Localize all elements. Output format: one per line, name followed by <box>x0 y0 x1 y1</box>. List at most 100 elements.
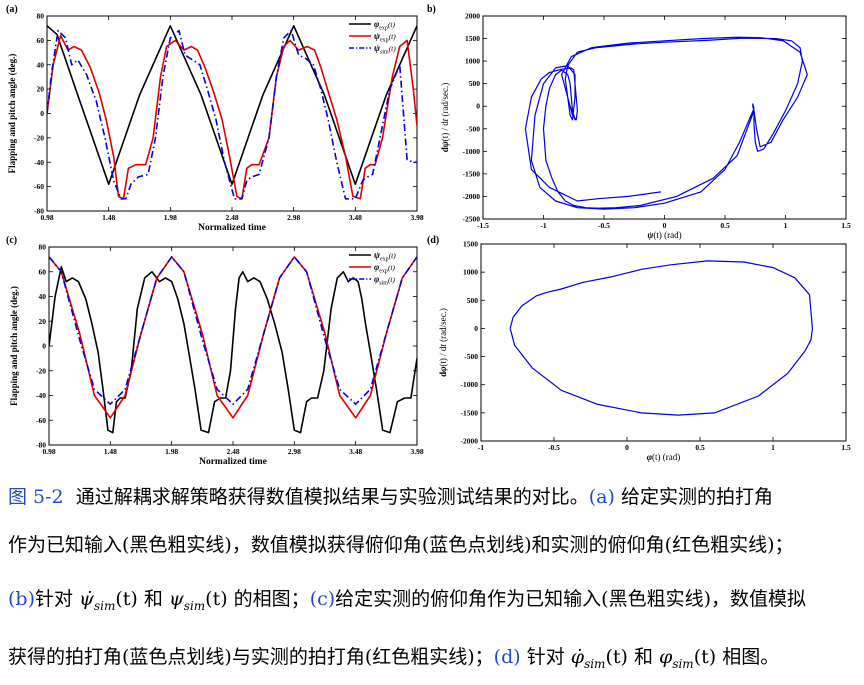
legend-entry-1: φexp(t) <box>374 19 396 32</box>
y-tick-label: 0 <box>474 324 478 333</box>
y-tick-label: 0 <box>40 109 44 118</box>
caption-text-3b: 的相图； <box>228 588 310 610</box>
x-tick-label: 2.98 <box>287 213 300 222</box>
legend-entry-3: ψsim(t) <box>374 43 396 56</box>
x-tick-label: 0 <box>625 443 629 452</box>
chart-panel-b: b) -1.5 -1 -0.5 0 0.5 1 1.5 -2500 -2000 -1500 -1000… <box>427 4 851 240</box>
series-group <box>525 37 807 209</box>
x-tick-label: 1 <box>771 443 775 452</box>
x-tick-label: 0 <box>663 221 667 230</box>
caption-text-3a: 针对 <box>35 588 79 610</box>
y-tick-label: -40 <box>34 158 44 167</box>
y-tick-label: -1000 <box>463 147 481 156</box>
caption-line-1: 图 5-2 通过解耦求解策略获得数值模拟结果与实验测试结果的对比。(a) 给定实… <box>8 482 858 509</box>
y-tick-label: 20 <box>39 317 47 326</box>
caption-t-1: (t) <box>115 588 137 610</box>
y-tick-label: -2000 <box>461 437 479 446</box>
caption-b-label: (b) <box>8 588 35 610</box>
y-tick-label: 0 <box>476 102 480 111</box>
panel-label: b) <box>427 4 436 15</box>
legend-entry-2: ψexp(t) <box>374 31 396 44</box>
y-tick-label: -1500 <box>461 408 479 417</box>
x-tick-label: 1.98 <box>164 213 177 222</box>
caption-text-1: 通过解耦求解策略获得数值模拟结果与实验测试结果的对比。 <box>76 486 589 508</box>
legend-entry-1: ψexp(t) <box>374 250 396 263</box>
y-tick-label: 2000 <box>465 12 480 21</box>
x-tick-label: 3.48 <box>349 213 362 222</box>
x-axis-label-part: (rad) <box>662 230 682 240</box>
y-tick-label: -2500 <box>463 215 481 224</box>
y-tick-label: -40 <box>36 391 46 400</box>
y-tick-label: 80 <box>39 243 47 252</box>
chart-panel-a: (a) 0.98 1.48 1.98 2.48 2.98 3.48 3.98 -80 -60 -40… <box>6 4 424 233</box>
y-tick-label: 500 <box>467 296 479 305</box>
x-tick-label: 0.5 <box>695 443 705 452</box>
x-tick-label: 1.48 <box>104 447 117 456</box>
y-tick-label: 40 <box>37 60 45 69</box>
caption-text-4a: 获得的拍打角(蓝色点划线)与实测的拍打角(红色粗实线)； <box>8 646 494 668</box>
legend-entry-3: φsim(t) <box>374 274 396 287</box>
panel-label: (c) <box>6 235 17 246</box>
x-axis-label-part: (t) <box>652 452 661 462</box>
x-tick-label: 1 <box>784 221 788 230</box>
caption-t-4: (t) <box>694 646 716 668</box>
series-group <box>510 261 812 415</box>
caption-text-4c: 相图。 <box>716 646 779 668</box>
y-tick-label: 1500 <box>465 34 480 43</box>
y-axis-label: Flapping and pitch angle (deg.) <box>7 54 17 174</box>
caption-text-1-tail: 给定实测的拍打角 <box>615 486 773 508</box>
caption-and-2: 和 <box>628 646 659 668</box>
y-tick-label: 500 <box>469 79 481 88</box>
y-axis-label-part: (t) / d <box>438 346 448 366</box>
legend-entry-2: φexp(t) <box>374 262 396 275</box>
series-line-1 <box>510 261 812 415</box>
series-line-2 <box>47 36 417 199</box>
panel-label: (a) <box>6 4 18 15</box>
caption-line-2: 作为已知输入(黑色粗实线)，数值模拟获得俯仰角(蓝色点划线)和实测的俯仰角(红色… <box>8 530 858 557</box>
x-tick-label: -0.5 <box>598 221 610 230</box>
caption-text-4b: 针对 <box>521 646 571 668</box>
caption-sub-1: sim <box>94 599 115 613</box>
x-tick-label: 1.5 <box>841 221 851 230</box>
x-tick-label: 0.5 <box>720 221 730 230</box>
x-tick-label: 1.48 <box>102 213 115 222</box>
x-tick-label: 2.98 <box>288 447 301 456</box>
x-tick-label: 3.98 <box>410 213 423 222</box>
series-line-1 <box>525 37 807 209</box>
caption-and-1: 和 <box>138 588 169 610</box>
panel-label: (d) <box>427 235 439 246</box>
x-tick-label: -1 <box>478 443 484 452</box>
x-tick-label: 1.98 <box>165 447 178 456</box>
y-axis-label-part: (rad/sec.) <box>440 83 450 119</box>
caption-line-4: 获得的拍打角(蓝色点划线)与实测的拍打角(红色粗实线)；(d) 针对 φ̇sim… <box>8 642 858 671</box>
figure-panels: (a)0.98 1.48 1.98 2.48 2.98 3.48 3.98-80-60-40… <box>0 0 864 475</box>
caption-phi: φ <box>659 646 672 668</box>
x-axis-label-part: (rad) <box>661 452 681 462</box>
x-tick-label: 2.48 <box>226 447 239 456</box>
plot-frame <box>481 244 846 441</box>
y-tick-label: 40 <box>39 292 47 301</box>
y-axis-label: Flapping and pitch angle (deg.) <box>9 286 19 406</box>
figure-label: 图 5-2 <box>8 486 64 508</box>
x-axis-label: φ(t) (rad) <box>647 452 681 462</box>
caption-psi: ψ <box>169 588 184 610</box>
y-tick-label: -20 <box>34 133 44 142</box>
y-tick-label: -80 <box>34 207 44 216</box>
caption-t-2: (t) <box>205 588 227 610</box>
y-tick-label: -500 <box>464 352 478 361</box>
caption-psi-dot: ψ̇ <box>79 588 94 610</box>
x-tick-label: 1.5 <box>841 443 851 452</box>
y-tick-label: 80 <box>37 12 45 21</box>
y-tick-label: -20 <box>36 366 46 375</box>
y-tick-label: 1500 <box>463 240 478 249</box>
y-tick-label: -1000 <box>461 380 479 389</box>
x-axis-label: Normalized time <box>199 457 267 467</box>
x-axis-label: Normalized time <box>198 223 266 233</box>
series-group <box>47 26 417 199</box>
y-tick-label: -60 <box>36 416 46 425</box>
x-tick-label: -0.5 <box>548 443 560 452</box>
y-tick-label: 60 <box>39 267 47 276</box>
y-tick-label: -500 <box>466 124 480 133</box>
caption-sub-4: sim <box>672 657 693 671</box>
caption-t-3: (t) <box>605 646 627 668</box>
